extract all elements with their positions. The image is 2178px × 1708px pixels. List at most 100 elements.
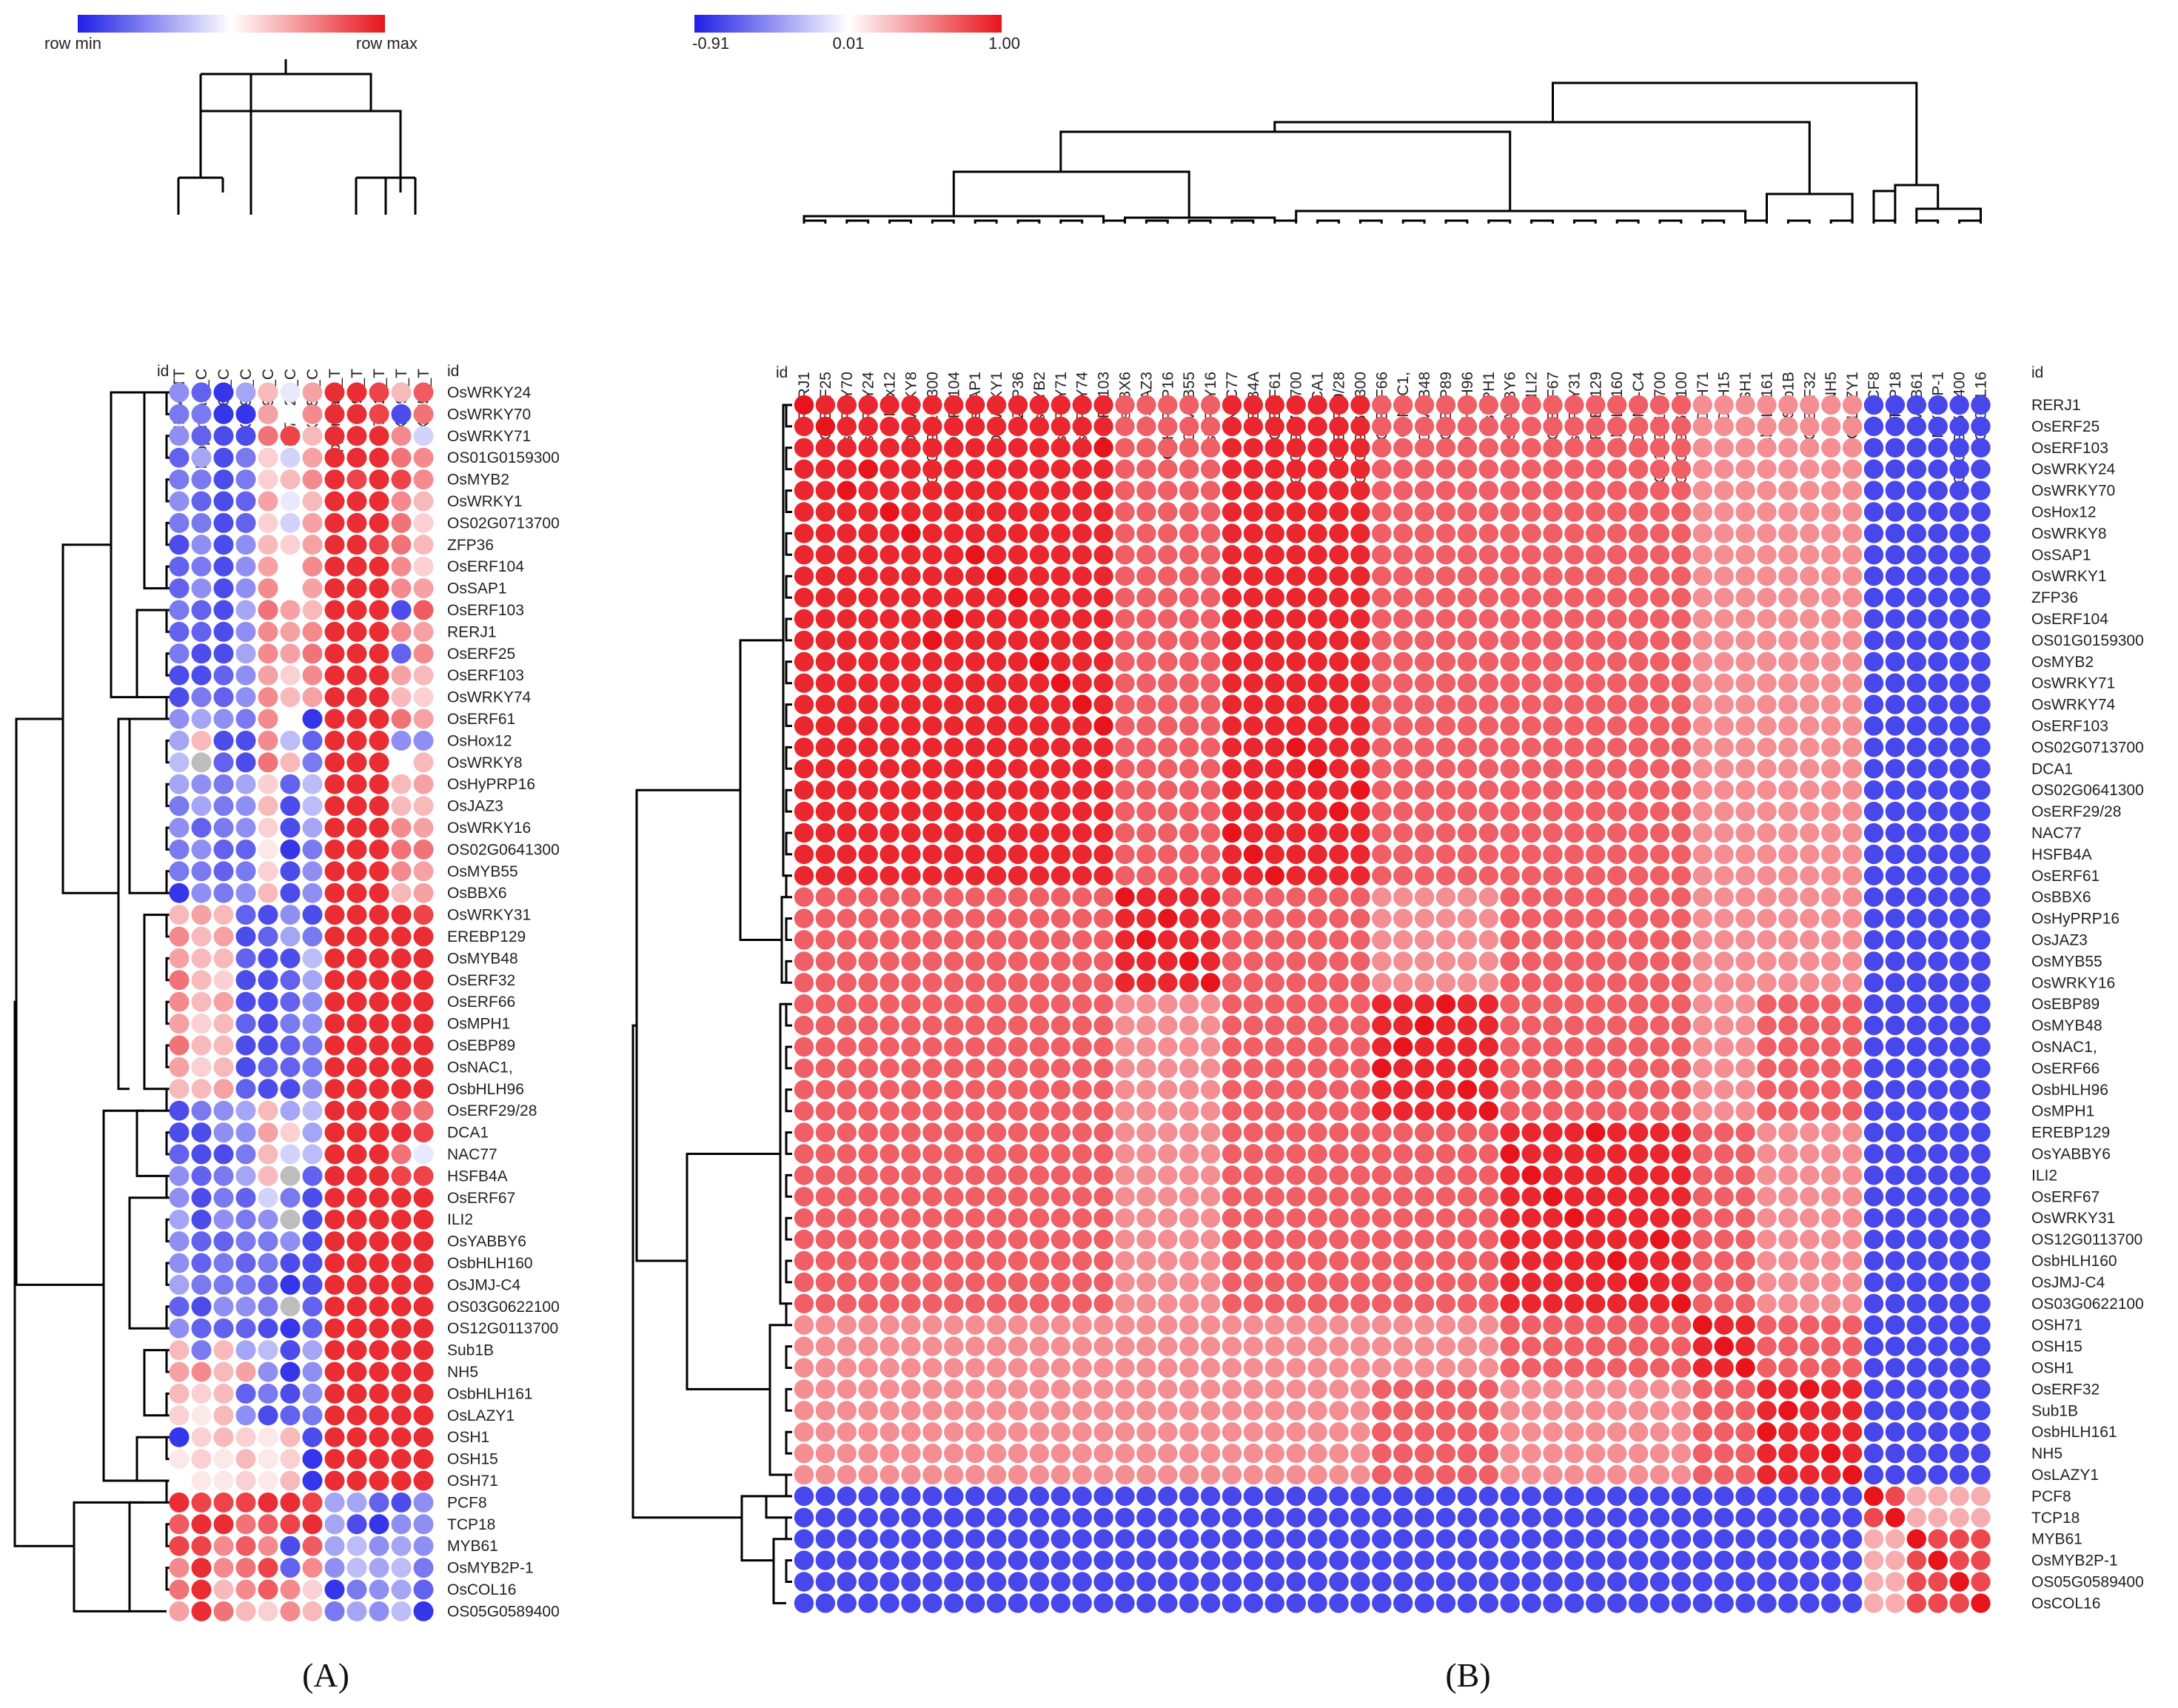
heatmap-a-cell-OsWRKY1-X8753_T [413, 491, 434, 512]
corr-dot-OsWRKY24-OsCOL16 [1971, 459, 1991, 479]
corr-dot-OsERF25-OsERF104 [944, 416, 964, 437]
corr-dot-OS05G0589400-OS12G0113700 [1649, 1572, 1670, 1592]
corr-dot-TCP18-OsbHLH96 [1457, 1507, 1478, 1527]
corr-dot-OsNAC1,-PCF8 [1863, 1036, 1884, 1057]
corr-dot-OsERF104-HSFB4A [1243, 609, 1264, 629]
corr-dot-OsWRKY1-TCP18 [1885, 566, 1906, 586]
corr-dot-OsWRKY1-MYB61 [1906, 566, 1926, 586]
corr-dot-EREBP129-OsWRKY31 [1564, 1122, 1584, 1142]
corr-dot-OsJAZ3-OsWRKY24 [858, 930, 878, 950]
corr-dot-OsERF25-OsMPH1 [1478, 416, 1499, 437]
corr-dot-OsNAC1,-OsERF25 [815, 1036, 836, 1057]
heatmap-a-cell-OsWRKY74-IR64_C [213, 687, 234, 708]
heatmap-a-cell-OsHox12-F291_C [258, 730, 278, 751]
heatmap-a-cell-OsbHLH96-F291_C [258, 1079, 278, 1099]
corr-dot-OsWRKY71-OsERF29/28 [1329, 673, 1349, 693]
corr-dot-OsWRKY74-OsWRKY8 [901, 694, 921, 714]
corr-dot-OsWRKY74-OS05G0589400 [1949, 694, 1969, 714]
corr-dot-OsEBP89-OsEBP89 [1435, 994, 1456, 1014]
heatmap-a-cell-OsHox12-X8753_C [302, 730, 323, 751]
heatmap-a-cell-OsERF103-IR64_TT [169, 600, 190, 620]
corr-dot-OS03G0622100-OsWRKY70 [837, 1293, 857, 1314]
corr-dot-OsERF104-OsHyPRP16 [1158, 609, 1178, 629]
corr-dot-OsCOL16-OsHyPRP16 [1158, 1593, 1178, 1613]
heatmap-a-cell-OsSAP1-F274-2a_C [280, 578, 301, 599]
corr-dot-OsWRKY70-OsCOL16 [1971, 480, 1991, 500]
corr-dot-OsWRKY8-OsMYB2P-1 [1928, 523, 1948, 543]
corr-dot-OS03G0622100-OsSAP1 [965, 1293, 985, 1314]
corr-dot-OsMPH1-OsBBX6 [1115, 1101, 1135, 1121]
corr-dot-OSH1-OsMYB2P-1 [1928, 1358, 1948, 1378]
corr-dot-OsMYB2-OsERF25 [815, 652, 836, 672]
heatmap-a-cell-OsYABBY6-F291_C [258, 1231, 278, 1252]
corr-dot-OsMYB2P-1-OsWRKY71 [1051, 1550, 1071, 1570]
corr-dot-OsERF29/28-DCA1 [1307, 801, 1327, 822]
corr-dot-OsERF32-OsMPH1 [1478, 1379, 1499, 1399]
corr-dot-OS02G0713700-OsERF61 [1264, 737, 1285, 757]
corr-dot-OsWRKY8-OS02G0713700 [1286, 523, 1306, 543]
corr-dot-OsHox12-OsHox12 [879, 502, 899, 522]
heatmap-a-cell-OsERF32-Nipponbare_C [191, 970, 212, 991]
corr-dot-PCF8-OsbHLH160 [1607, 1486, 1627, 1507]
corr-dot-RERJ1-OsMPH1 [1478, 395, 1499, 415]
corr-dot-OsCOL16-OsMYB2P-1 [1928, 1593, 1948, 1613]
corr-dot-OsERF61-TCP18 [1885, 865, 1906, 886]
corr-dot-OsMYB55-OsERF103 [1093, 951, 1113, 971]
corr-dot-OsERF104-OsEBP89 [1435, 609, 1456, 629]
corr-dot-NH5-OSH15 [1714, 1443, 1734, 1464]
corr-dot-OsERF67-OS01G0159300 [922, 1187, 942, 1207]
corr-dot-OsERF61-OsWRKY74 [1072, 865, 1092, 886]
corr-dot-Sub1B-OsWRKY31 [1564, 1401, 1584, 1421]
corr-dot-OSH15-OSH71 [1692, 1336, 1712, 1356]
corr-dot-OsWRKY8-OsWRKY24 [858, 523, 878, 543]
corr-dot-NH5-OsLAZY1 [1842, 1443, 1863, 1464]
corr-dot-OsEBP89-OsMPH1 [1478, 994, 1499, 1014]
corr-dot-OsSAP1-OsWRKY31 [1564, 545, 1584, 565]
heatmap-a-row-label: OsJAZ3 [447, 798, 503, 815]
corr-dot-OsMYB2-OsbHLH161 [1757, 652, 1777, 672]
corr-dot-OSH1-OsERF104 [944, 1358, 964, 1378]
corr-dot-OSH1-OsJAZ3 [1136, 1358, 1156, 1378]
corr-dot-OsMYB48-OsMYB2P-1 [1928, 1015, 1948, 1036]
corr-dot-OsBBX6-OSH15 [1714, 887, 1734, 907]
corr-dot-OsWRKY16-OsMYB2P-1 [1928, 973, 1948, 993]
corr-dot-ILI2-OsERF29/28 [1329, 1165, 1349, 1185]
heatmap-a-cell-ZFP36-F274-2a_T [369, 535, 389, 555]
corr-dot-OsWRKY71-OsJMJ-C4 [1628, 673, 1649, 693]
corr-dot-PCF8-OsMYB55 [1179, 1486, 1199, 1507]
corr-dot-OsERF67-EREBP129 [1586, 1187, 1606, 1207]
corr-dot-OsWRKY70-OsMYB2 [1029, 480, 1050, 500]
corr-dot-ZFP36-OsERF67 [1543, 587, 1563, 608]
corr-dot-HSFB4A-OsNAC1, [1393, 844, 1413, 865]
heatmap-a-cell-HSFB4A-X8753_T [413, 1165, 434, 1186]
corr-dot-OsWRKY1-OSH1 [1735, 566, 1755, 586]
corr-dot-OS02G0713700-OsEBP89 [1435, 737, 1456, 757]
corr-dot-NH5-OsbHLH160 [1607, 1443, 1627, 1464]
corr-dot-HSFB4A-OS02G0641300 [1350, 844, 1370, 865]
corr-dot-OS12G0113700-OsJMJ-C4 [1628, 1229, 1649, 1250]
corr-dot-OSH15-OsbHLH161 [1757, 1336, 1777, 1356]
heatmap-a-cell-OsWRKY74-X8753_T [413, 687, 434, 708]
corr-dot-OS02G0713700-OsMPH1 [1478, 737, 1499, 757]
corr-dot-OsWRKY1-OsERF61 [1264, 566, 1285, 586]
corr-dot-OS02G0713700-Sub1B [1778, 737, 1798, 757]
corr-dot-OS01G0159300-OS03G0622100 [1671, 630, 1692, 651]
heatmap-a-row-label: OsWRKY31 [447, 907, 531, 924]
corr-dot-RERJ1-OSH15 [1714, 395, 1734, 415]
corr-dot-OsCOL16-OsERF29/28 [1329, 1593, 1349, 1613]
corr-dot-RERJ1-OsSAP1 [965, 395, 985, 415]
heatmap-a-cell-OsLAZY1-X8753_T [413, 1405, 434, 1426]
corr-dot-OsEBP89-DCA1 [1307, 994, 1327, 1014]
corr-dot-DCA1-OsMPH1 [1478, 759, 1499, 779]
corr-dot-OsMYB2-OsbHLH160 [1607, 652, 1627, 672]
corr-dot-HSFB4A-NH5 [1821, 844, 1841, 865]
heatmap-a-cell-OsWRKY74-X8391_C [235, 687, 256, 708]
corr-dot-OS02G0713700-OsHyPRP16 [1158, 737, 1178, 757]
corr-dot-OsWRKY24-OsMYB2 [1029, 459, 1050, 479]
corr-dot-OsNAC1,-OsWRKY16 [1200, 1036, 1221, 1057]
corr-dot-RERJ1-OsWRKY8 [901, 395, 921, 415]
corr-dot-OsSAP1-HSFB4A [1243, 545, 1264, 565]
corr-dot-OsJAZ3-ILI2 [1521, 930, 1541, 950]
corr-dot-OsERF103-OsERF103 [1093, 438, 1113, 458]
corr-dot-Sub1B-OS05G0589400 [1949, 1401, 1969, 1421]
